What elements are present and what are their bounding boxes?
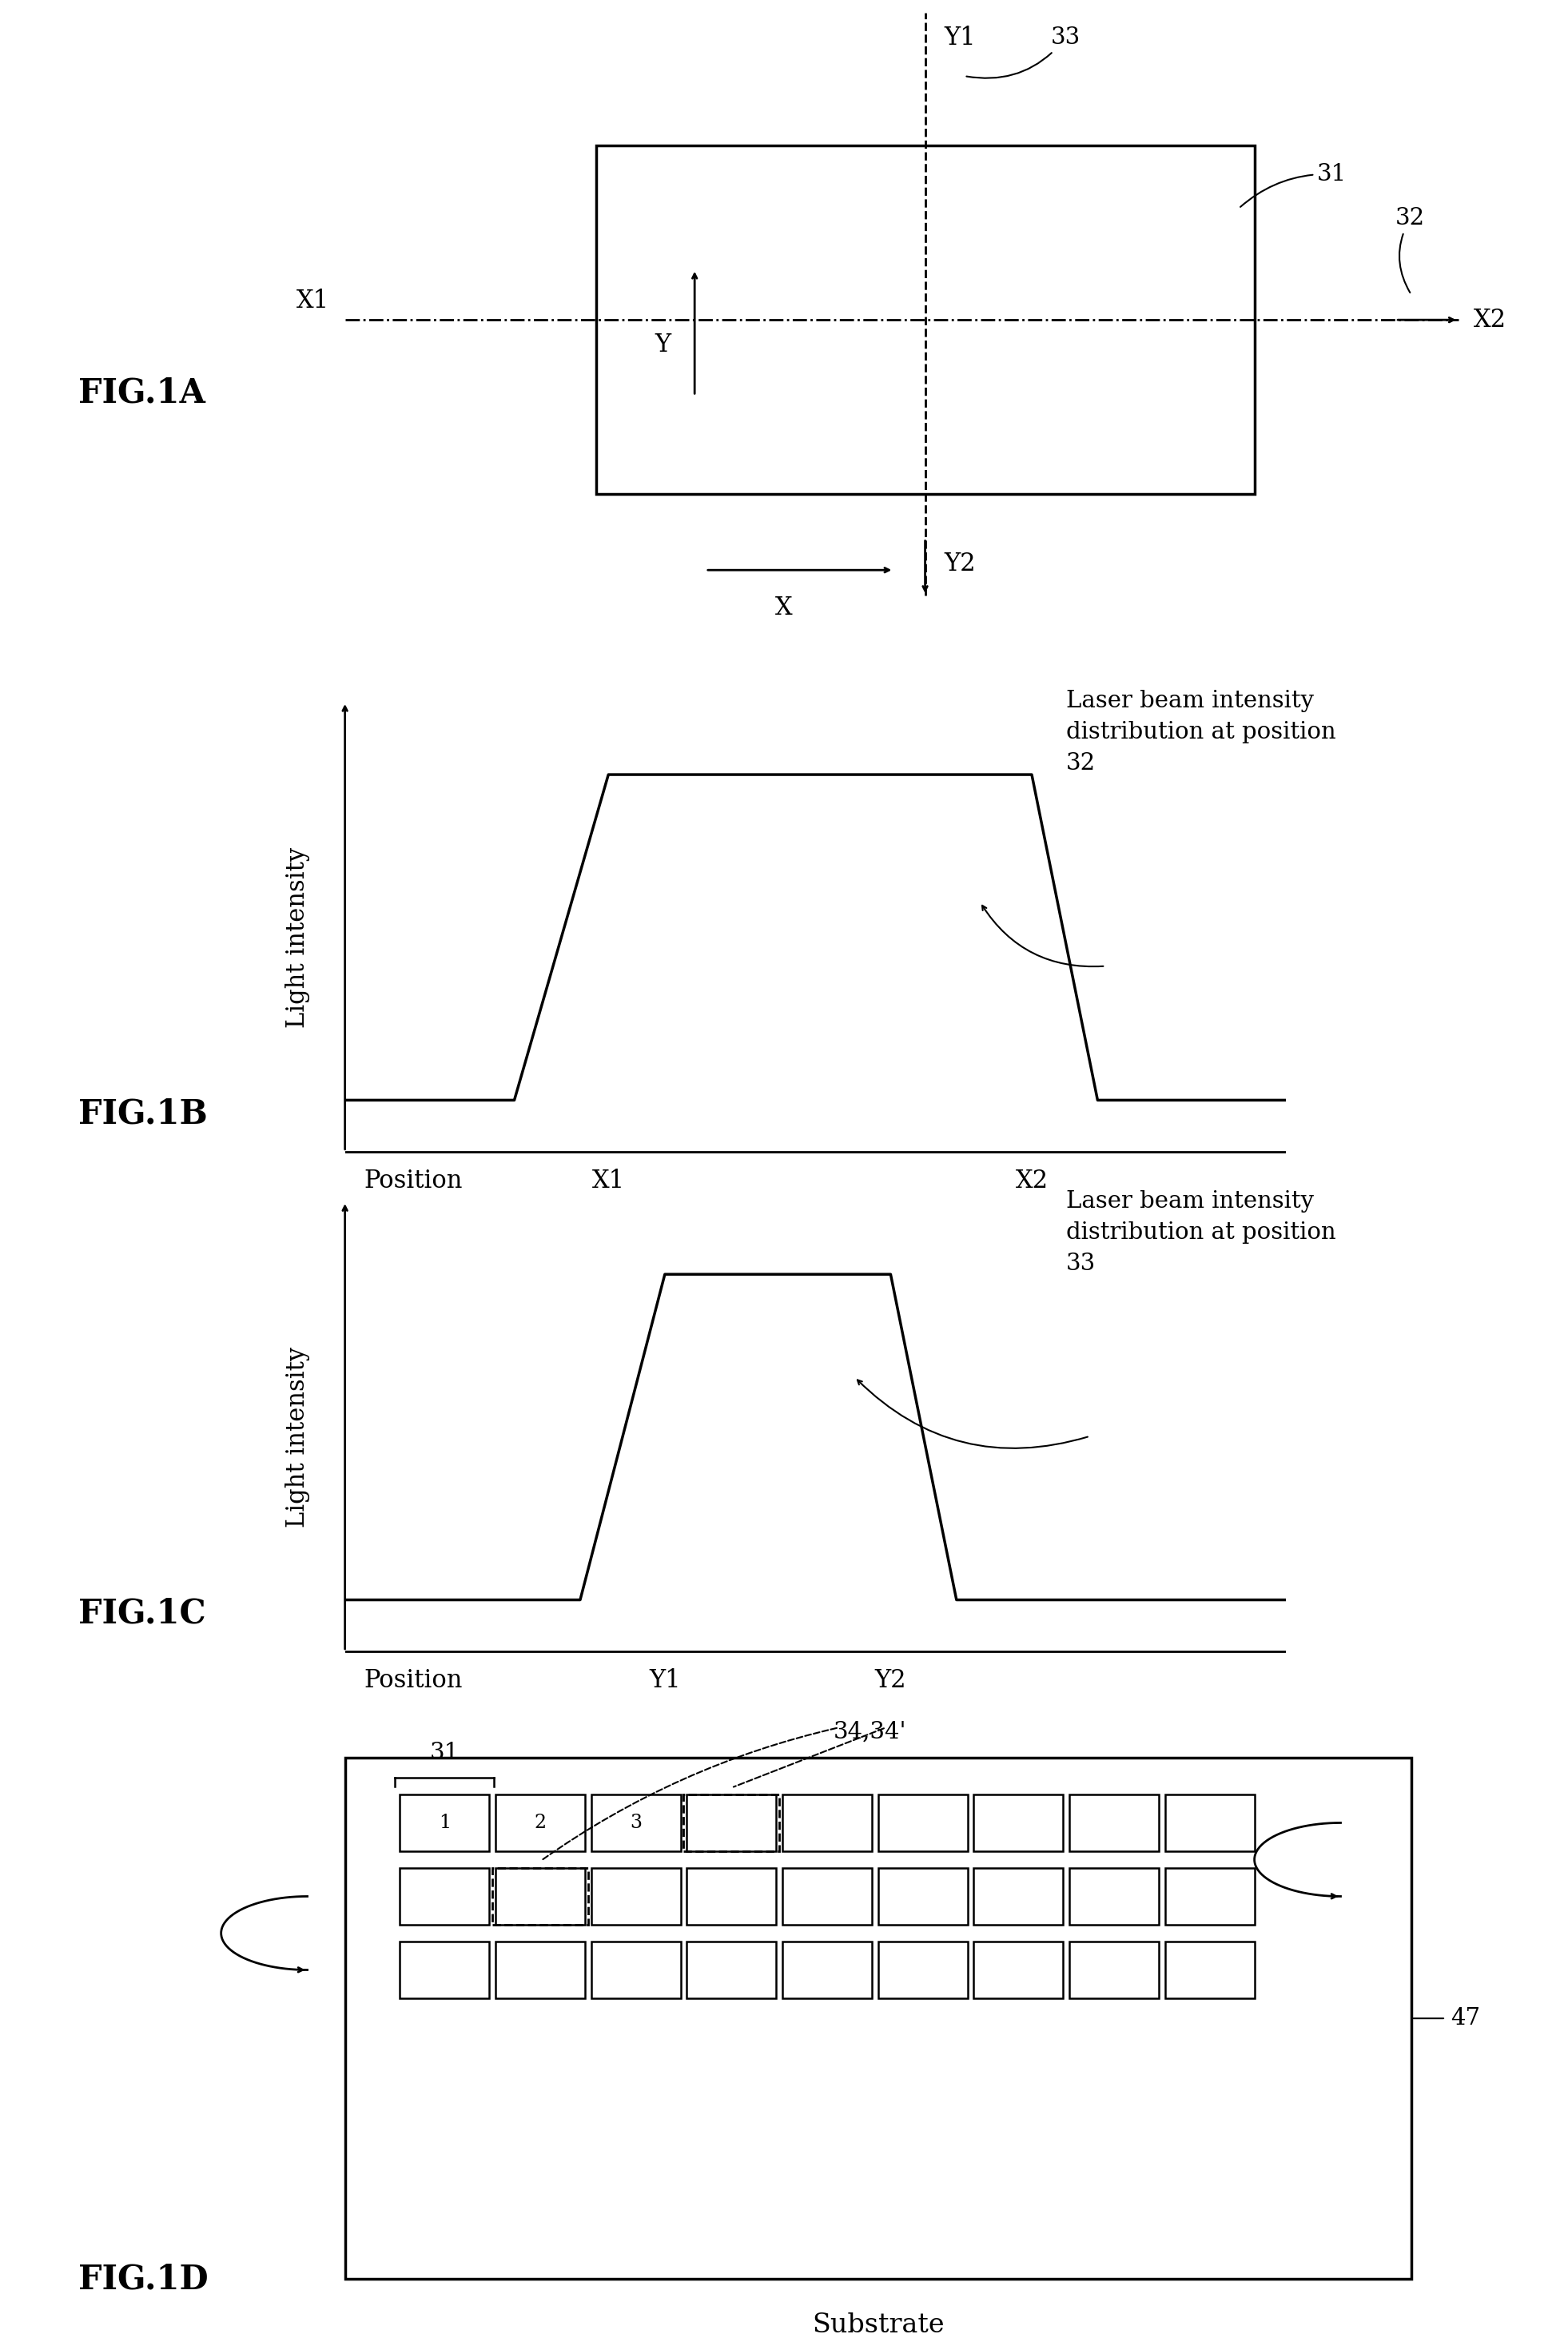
Text: FIG.1A: FIG.1A	[78, 375, 205, 411]
Bar	[492, 1867, 588, 1924]
Bar	[878, 1942, 967, 1999]
Text: 2: 2	[535, 1813, 546, 1832]
Text: Y1: Y1	[944, 26, 975, 49]
Text: 31: 31	[430, 1743, 459, 1764]
Text: Position: Position	[364, 1668, 463, 1694]
Bar	[974, 1942, 1063, 1999]
Text: X1: X1	[296, 289, 329, 314]
Text: Light intensity: Light intensity	[285, 847, 310, 1028]
Bar	[495, 1795, 585, 1851]
Text: Substrate: Substrate	[812, 2313, 944, 2339]
Text: Y: Y	[655, 333, 671, 357]
Bar	[1069, 1795, 1159, 1851]
Text: 31: 31	[1240, 162, 1347, 206]
Text: 47: 47	[1450, 2008, 1480, 2029]
Text: 1: 1	[439, 1813, 450, 1832]
Text: Position: Position	[364, 1168, 463, 1194]
Bar	[591, 1867, 681, 1924]
Bar	[400, 1942, 489, 1999]
Text: FIG.1D: FIG.1D	[78, 2262, 209, 2297]
Bar	[687, 1867, 776, 1924]
Text: Light intensity: Light intensity	[285, 1347, 310, 1527]
Bar	[400, 1867, 489, 1924]
Bar	[400, 1795, 489, 1851]
Bar	[495, 1942, 585, 1999]
Text: X2: X2	[1474, 307, 1507, 333]
Text: 32: 32	[1396, 206, 1425, 293]
Text: Y2: Y2	[875, 1668, 906, 1694]
Bar	[1165, 1867, 1254, 1924]
Bar	[782, 1795, 872, 1851]
Bar	[974, 1867, 1063, 1924]
Text: Y1: Y1	[649, 1668, 681, 1694]
Text: Laser beam intensity
distribution at position
33: Laser beam intensity distribution at pos…	[1066, 1189, 1336, 1274]
Bar	[687, 1942, 776, 1999]
Text: X2: X2	[1016, 1168, 1047, 1194]
Bar	[878, 1867, 967, 1924]
Bar	[684, 1795, 779, 1851]
Bar	[591, 1795, 681, 1851]
Bar	[1165, 1942, 1254, 1999]
Bar	[878, 1795, 967, 1851]
Bar	[591, 1942, 681, 1999]
Bar	[974, 1795, 1063, 1851]
Text: 33: 33	[966, 26, 1080, 77]
Bar	[687, 1795, 776, 1851]
Text: 34,34': 34,34'	[834, 1722, 906, 1743]
Bar	[1069, 1942, 1159, 1999]
Bar	[782, 1942, 872, 1999]
Text: X: X	[775, 596, 793, 619]
Text: 3: 3	[630, 1813, 641, 1832]
Bar	[1069, 1867, 1159, 1924]
Bar	[1165, 1795, 1254, 1851]
Text: X1: X1	[593, 1168, 624, 1194]
Bar	[596, 145, 1254, 495]
Bar	[782, 1867, 872, 1924]
Text: FIG.1B: FIG.1B	[78, 1098, 207, 1131]
Text: Laser beam intensity
distribution at position
32: Laser beam intensity distribution at pos…	[1066, 690, 1336, 774]
Bar	[345, 1757, 1411, 2280]
Text: Y2: Y2	[944, 551, 975, 577]
Text: FIG.1C: FIG.1C	[78, 1598, 205, 1630]
Bar	[495, 1867, 585, 1924]
